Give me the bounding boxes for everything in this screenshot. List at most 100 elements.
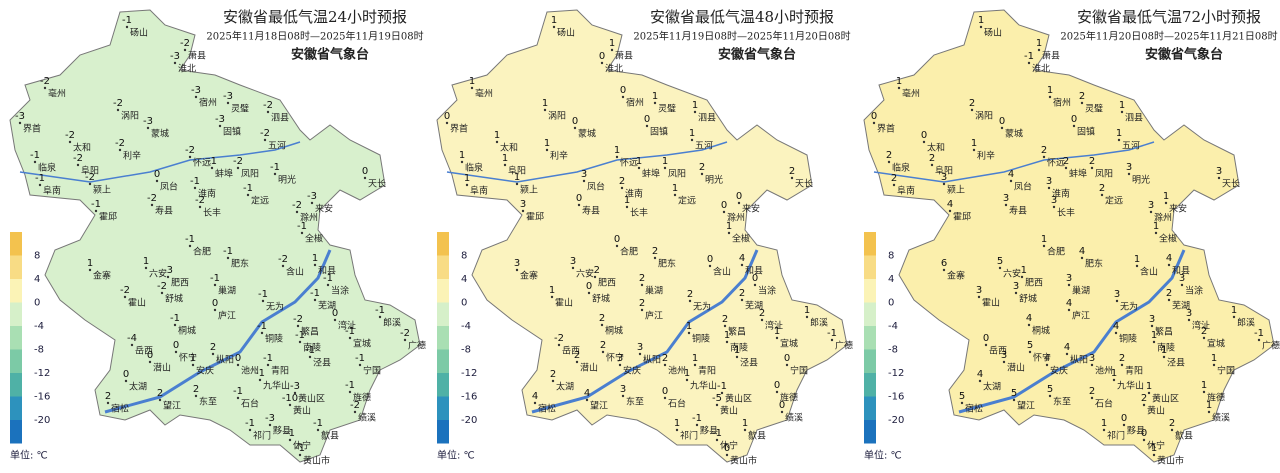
legend-swatch — [864, 255, 876, 279]
min-temp-value: 3 — [1051, 195, 1057, 206]
min-temp-value: 0 — [154, 169, 160, 180]
station-dot — [1117, 138, 1121, 142]
station-dot — [268, 423, 272, 427]
station-dot — [1027, 61, 1031, 65]
station-dot — [1167, 263, 1171, 267]
station-dot — [88, 182, 92, 186]
legend-swatch — [10, 326, 22, 350]
station-name: 郎溪 — [383, 317, 401, 329]
legend-swatch — [10, 302, 22, 326]
legend-tick-label: -8 — [34, 345, 44, 356]
station-name: 金寨 — [947, 270, 965, 282]
station-name: 凤台 — [587, 181, 605, 193]
min-temp-value: 0 — [871, 111, 877, 122]
min-temp-value: 1 — [514, 172, 520, 183]
min-temp-value: 0 — [1141, 428, 1147, 439]
station-name: 郎溪 — [810, 317, 828, 329]
station-dot — [637, 166, 641, 170]
station-name: 黄山市 — [303, 455, 330, 467]
station-name: 固镇 — [650, 126, 668, 138]
station-dot — [326, 283, 330, 287]
station-dot — [298, 340, 302, 344]
legend-tick-label: -12 — [461, 368, 477, 379]
station-dot — [1142, 438, 1146, 442]
min-temp-value: 4 — [1066, 298, 1072, 309]
min-temp-value: 1 — [1153, 221, 1159, 232]
min-temp-value: -1 — [295, 330, 305, 341]
station-name: 霍山 — [982, 298, 1000, 309]
min-temp-value: 1 — [1111, 368, 1117, 379]
issuer: 安徽省气象台 — [718, 47, 796, 63]
station-name: 含山 — [286, 266, 304, 278]
station-dot — [210, 166, 214, 170]
station-name: 巢湖 — [218, 285, 236, 297]
min-temp-value: 0 — [999, 116, 1005, 127]
station-dot — [737, 201, 741, 205]
station-dot — [1009, 179, 1013, 183]
station-name: 当涂 — [1185, 285, 1203, 297]
station-name: 旌德 — [353, 392, 371, 404]
min-temp-value: 1 — [551, 15, 557, 26]
legend-tick-label: 4 — [34, 274, 40, 285]
station-name: 铜陵 — [265, 333, 283, 345]
station-name: 黄山 — [293, 405, 311, 417]
station-dot — [760, 318, 764, 322]
station-name: 合肥 — [620, 246, 638, 258]
legend-swatch — [437, 373, 449, 397]
min-temp-value: 3 — [976, 285, 982, 296]
station-name: 旌德 — [1207, 392, 1225, 404]
min-temp-value: 1 — [312, 253, 318, 264]
station-dot — [979, 25, 983, 29]
station-dot — [1048, 95, 1052, 99]
min-temp-value: 4 — [1064, 342, 1070, 353]
min-temp-value: -1 — [717, 381, 727, 392]
station-dot — [663, 166, 667, 170]
station-dot — [130, 343, 134, 347]
min-temp-value: -3 — [15, 111, 25, 122]
station-name: 萧县 — [1042, 50, 1060, 62]
station-name: 和县 — [1172, 266, 1190, 277]
map-panel: 安徽省最低气温24小时预报 2025年11月18日08时—2025年11月19日0… — [9, 8, 426, 467]
station-name: 桐城 — [178, 325, 196, 337]
station-name: 岳西 — [989, 345, 1007, 357]
min-temp-value: -1 — [295, 443, 305, 454]
min-temp-value: -1 — [345, 326, 355, 337]
station-dot — [700, 172, 704, 176]
min-temp-value: -3 — [170, 51, 180, 62]
station-dot — [333, 318, 337, 322]
min-temp-value: 4 — [1026, 313, 1032, 324]
station-name: 怀远 — [620, 157, 638, 169]
station-dot — [922, 140, 926, 144]
province-area — [9, 9, 421, 463]
station-dot — [1202, 390, 1206, 394]
station-dot — [316, 428, 320, 432]
station-name: 固镇 — [1077, 126, 1095, 138]
map-title: 安徽省最低气温72小时预报 — [1077, 8, 1261, 26]
station-dot — [150, 203, 154, 207]
min-temp-value: 3 — [520, 199, 526, 210]
station-name: 枞阳 — [643, 354, 661, 366]
min-temp-value: 4 — [584, 388, 590, 399]
min-temp-value: 1 — [684, 368, 690, 379]
station-name: 明光 — [1132, 174, 1150, 186]
station-name: 巢湖 — [645, 285, 663, 297]
forecast-period: 2025年11月20日08时—2025年11月21日08时 — [1060, 30, 1277, 43]
map-panel: 安徽省最低气温72小时预报 2025年11月20日08时—2025年11月21日0… — [863, 8, 1280, 467]
station-name: 颍上 — [947, 184, 965, 196]
station-name: 全椒 — [732, 233, 750, 245]
min-temp-value: 2 — [600, 340, 606, 351]
station-name: 寿县 — [582, 205, 600, 217]
station-dot — [688, 299, 692, 303]
min-temp-value: -1 — [207, 156, 217, 167]
station-name: 繁昌 — [728, 326, 746, 338]
province-area — [863, 9, 1275, 463]
station-dot — [160, 291, 164, 295]
station-dot — [1135, 264, 1139, 268]
station-name: 庐江 — [218, 310, 236, 322]
min-temp-value: 1 — [464, 173, 470, 184]
station-name: 宿松 — [965, 403, 983, 415]
station-name: 定远 — [678, 195, 696, 207]
station-name: 泗县 — [271, 113, 289, 124]
min-temp-value: 3 — [581, 169, 587, 180]
min-temp-value: 3 — [1046, 176, 1052, 187]
